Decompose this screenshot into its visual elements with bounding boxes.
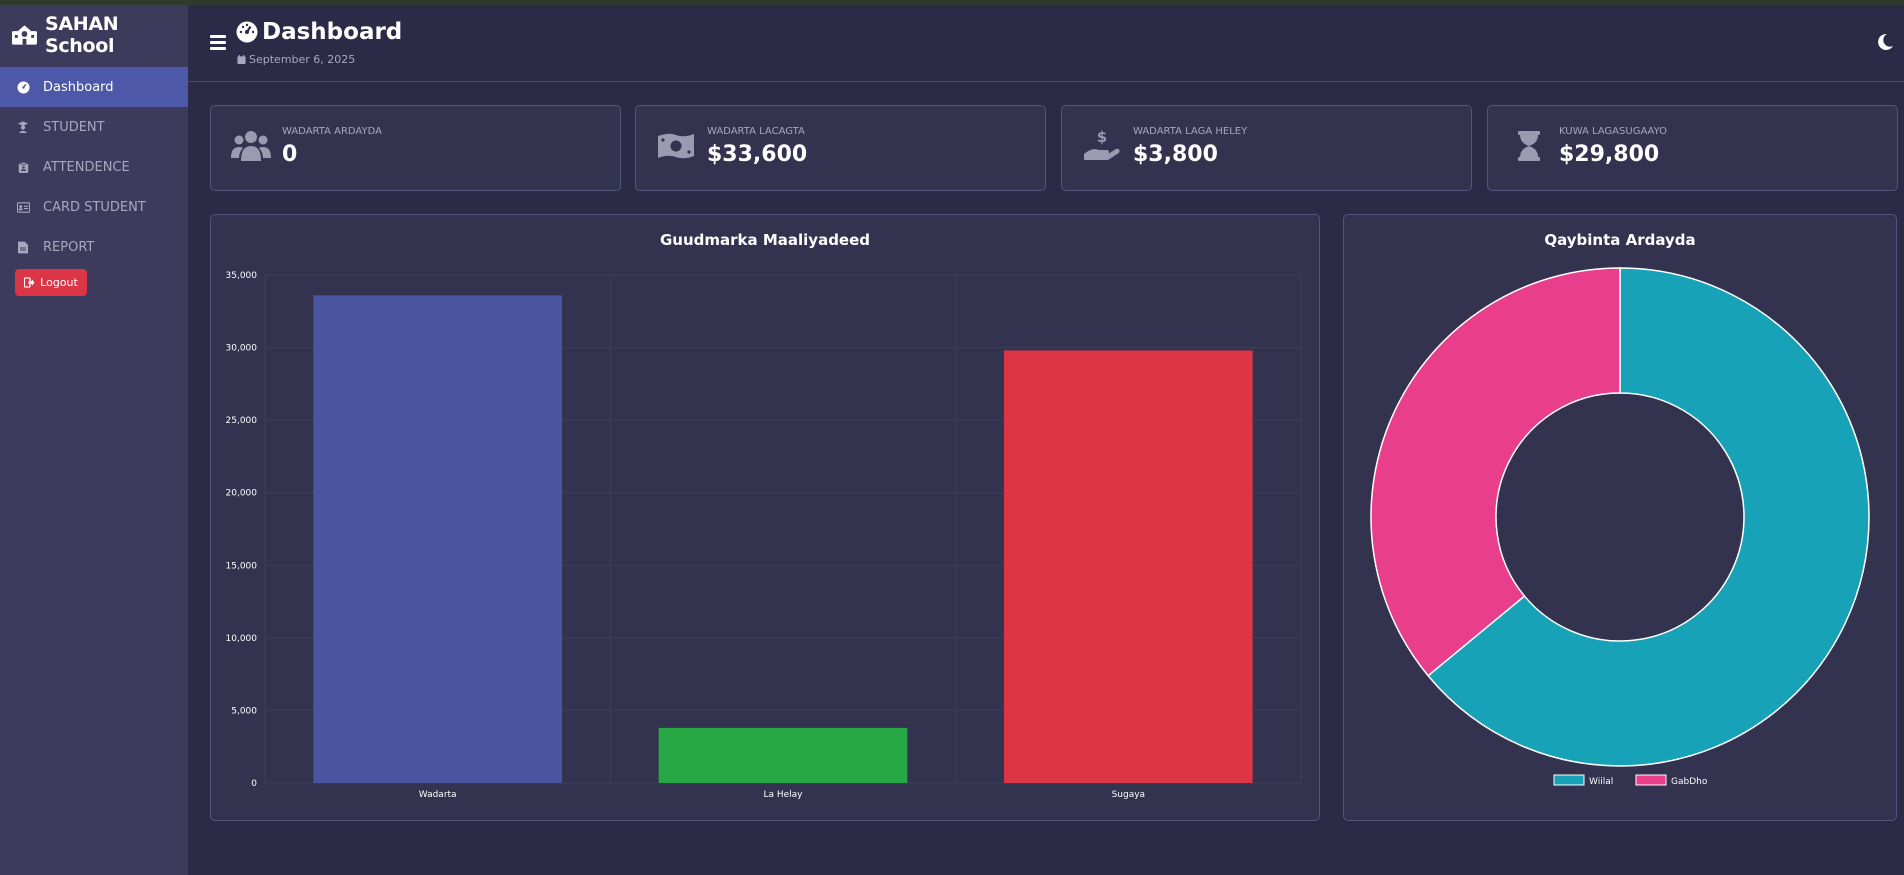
stat-value: $29,800 [1559, 142, 1660, 167]
clipboard-icon [16, 160, 30, 174]
hand-dollar-icon: $ [1084, 128, 1120, 160]
sidebar-item-student[interactable]: STUDENT [0, 107, 188, 147]
date-text: September 6, 2025 [249, 53, 356, 66]
header: Dashboard September 6, 2025 [188, 5, 1904, 82]
stat-value: $3,800 [1133, 142, 1218, 167]
window-top-strip [0, 0, 1904, 5]
logout-button[interactable]: Logout [15, 269, 87, 296]
sidebar-item-report[interactable]: REPORT [0, 227, 188, 267]
money-bill-icon [658, 133, 694, 159]
legend-swatch [1553, 774, 1585, 786]
chart-title: Guudmarka Maaliyadeed [659, 231, 871, 249]
sidebar-item-label: STUDENT [43, 119, 105, 135]
finance-chart-panel: Guudmarka Maaliyadeed 0 5,000 10,000 15,000… [210, 214, 1320, 821]
bar-wadarta[interactable] [313, 295, 562, 783]
y-tick-label: 5,000 [231, 706, 257, 716]
slice-wiilal[interactable] [1427, 267, 1870, 767]
brand[interactable]: SAHAN School [0, 5, 188, 65]
stat-label: WADARTA LAGA HELEY [1133, 126, 1248, 137]
page-title-text: Dashboard [262, 19, 403, 45]
tachometer-icon [236, 21, 258, 43]
logout-label: Logout [40, 276, 78, 289]
sidebar-item-label: ATTENDENCE [43, 159, 130, 175]
y-tick-label: 15,000 [226, 561, 258, 571]
tachometer-icon [16, 80, 30, 94]
chart-title: Qaybinta Ardayda [1544, 231, 1696, 249]
stat-label: WADARTA ARDAYDA [282, 126, 382, 137]
id-card-icon [16, 200, 30, 214]
brand-name: SAHAN School [44, 13, 119, 57]
y-tick-label: 30,000 [226, 344, 258, 354]
page-title: Dashboard [236, 19, 402, 45]
bar-la-helay[interactable] [658, 727, 908, 783]
bar-sugaya[interactable] [1004, 350, 1253, 783]
sidebar-item-label: CARD STUDENT [43, 199, 146, 215]
sidebar-item-dashboard[interactable]: Dashboard [0, 67, 188, 107]
students-donut-chart: Wiilal GabDho [1370, 267, 1870, 787]
sidebar: SAHAN School Dashboard STUDENT ATTENDENC… [0, 5, 188, 875]
stat-value: $33,600 [707, 142, 808, 167]
file-icon [16, 240, 30, 254]
calendar-icon [237, 55, 246, 64]
sidebar-item-label: REPORT [43, 239, 95, 255]
legend-swatch [1635, 774, 1667, 786]
finance-bar-chart: 0 5,000 10,000 15,000 20,000 25,000 30,000 35,0… [226, 271, 1302, 800]
slice-gabdho[interactable] [1370, 267, 1621, 677]
y-tick-label: 20,000 [226, 489, 258, 499]
x-tick-label: Wadarta [419, 790, 457, 800]
svg-text:$: $ [1097, 128, 1107, 146]
legend-label: GabDho [1671, 777, 1708, 787]
stat-label: WADARTA LACAGTA [707, 126, 805, 137]
sidebar-nav: Dashboard STUDENT ATTENDENCE CARD STUDEN… [0, 67, 188, 267]
sign-out-icon [24, 277, 35, 288]
legend-label: Wiilal [1589, 777, 1613, 787]
stat-label: KUWA LAGASUGAAYO [1559, 126, 1668, 137]
stat-value: 0 [282, 142, 298, 167]
school-icon [12, 25, 37, 45]
y-tick-label: 10,000 [226, 634, 258, 644]
users-icon [231, 131, 271, 161]
x-tick-label: Sugaya [1112, 790, 1146, 800]
x-tick-label: La Helay [763, 790, 803, 800]
stat-card-students: WADARTA ARDAYDA 0 [210, 105, 621, 191]
sidebar-item-card-student[interactable]: CARD STUDENT [0, 187, 188, 227]
graduate-icon [16, 120, 30, 134]
y-tick-label: 35,000 [226, 271, 258, 281]
hourglass-icon [1518, 131, 1540, 161]
y-tick-label: 0 [251, 779, 257, 789]
current-date: September 6, 2025 [237, 53, 355, 66]
stat-card-total-money: WADARTA LACAGTA $33,600 [635, 105, 1046, 191]
stat-card-received: $ WADARTA LAGA HELEY $3,800 [1061, 105, 1472, 191]
students-chart-panel: Qaybinta Ardayda Wiilal GabDho [1343, 214, 1897, 821]
moon-icon[interactable] [1876, 33, 1894, 51]
menu-toggle-icon[interactable] [210, 35, 226, 50]
sidebar-item-attendence[interactable]: ATTENDENCE [0, 147, 188, 187]
stat-card-pending: KUWA LAGASUGAAYO $29,800 [1487, 105, 1898, 191]
y-tick-label: 25,000 [226, 416, 258, 426]
sidebar-item-label: Dashboard [43, 79, 114, 95]
